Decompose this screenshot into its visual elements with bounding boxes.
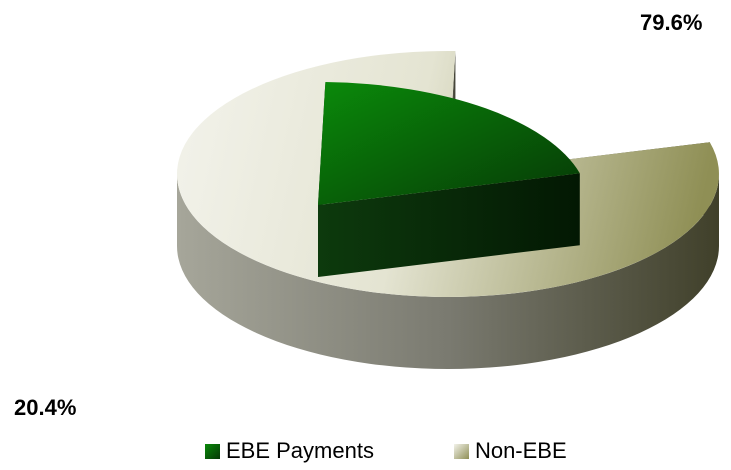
- slice-top-ebe-payments: [318, 82, 580, 205]
- legend-label-ebe-payments: EBE Payments: [226, 438, 374, 463]
- legend-swatch-ebe-payments: [205, 443, 220, 459]
- slice-side-non-ebe-0: [177, 174, 719, 369]
- legend-label-non-ebe: Non-EBE: [474, 438, 567, 463]
- slices-layer: [176, 50, 719, 369]
- data-label-non-ebe: 79.6%: [640, 10, 703, 35]
- legend-item-non-ebe: Non-EBE: [453, 438, 567, 464]
- legend-item-ebe-payments: EBE Payments: [205, 438, 374, 464]
- legend-swatch-non-ebe: [453, 443, 469, 459]
- slice-wall-ebe-payments-1: [318, 173, 580, 277]
- data-label-ebe-payments: 20.4%: [14, 395, 77, 420]
- legend: EBE Payments Non-EBE: [205, 438, 567, 464]
